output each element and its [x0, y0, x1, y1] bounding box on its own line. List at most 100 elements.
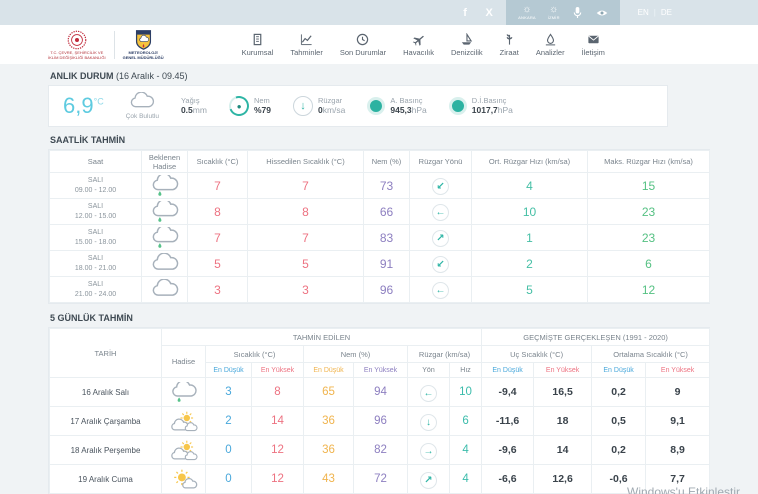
day-tmin: 3: [205, 377, 252, 407]
day-hmin: 43: [303, 464, 354, 494]
day-extreme-min: -9,6: [481, 435, 535, 465]
sea-pressure-label: D.İ.Basınç: [471, 96, 507, 105]
mini-yon: Yön: [407, 362, 450, 378]
nav-item-kurumsal[interactable]: Kurumsal: [241, 33, 274, 57]
city-widget-label: İZMİR: [547, 15, 560, 20]
day-tmax: 12: [251, 435, 304, 465]
facebook-icon[interactable]: f: [463, 6, 467, 19]
day-hmax: 96: [353, 406, 408, 436]
day-extreme-max: 12,6: [533, 464, 593, 494]
hour-wind-max: 12: [587, 276, 710, 303]
mini-en-yuksek: En Yüksek: [645, 362, 711, 378]
logo-group: T.C. ÇEVRE, ŞEHİRCİLİK VE İKLİM DEĞİŞİKL…: [48, 30, 164, 60]
mini-en-dusuk: En Düşük: [303, 362, 354, 378]
sun-icon: ☼: [549, 4, 559, 15]
nav-item-havacilik[interactable]: Havacılık: [403, 33, 434, 57]
day-extreme-min: -6,6: [481, 464, 535, 494]
windows-activation-watermark: Windows'u Etkinleştir: [627, 485, 740, 494]
day-hmin: 65: [303, 377, 354, 407]
partly-cloudy-icon: [170, 440, 198, 461]
mgm-logo[interactable]: METEOROLOJİ GENEL MÜDÜRLÜĞÜ: [123, 30, 164, 60]
day-date: 18 Aralık Perşembe: [49, 435, 162, 465]
hour-feels: 7: [247, 224, 364, 251]
sea-pressure-unit: hPa: [497, 105, 513, 116]
language-switcher: EN | DE: [638, 8, 672, 17]
current-title-text: ANLIK DURUM: [50, 71, 114, 81]
nav-item-son-durumlar[interactable]: Son Durumlar: [340, 33, 386, 57]
hour-humidity: 73: [363, 172, 410, 199]
day-wspd: 4: [448, 464, 483, 494]
col-beklenen-hadise: Beklenen Hadise: [141, 150, 188, 173]
wind-direction-arrow-icon: ↗: [432, 230, 449, 247]
day-avg-min: 0,5: [591, 406, 647, 436]
metric-precipitation: Yağış 0.5mm: [181, 96, 207, 116]
nav-item-tahminler[interactable]: Tahminler: [290, 33, 323, 57]
topbar-tools-block: ☼ ANKARA ☼ İZMİR: [506, 0, 620, 25]
lang-de-button[interactable]: DE: [660, 8, 672, 17]
cloudy-drizzle-icon: [150, 175, 180, 197]
col-sicaklik: Sıcaklık (°C): [187, 150, 248, 173]
day-wspd: 6: [448, 406, 483, 436]
hour-range: 15.00 - 18.00: [74, 238, 117, 246]
clock-icon: [356, 33, 369, 46]
cloudy-drizzle-icon: [150, 201, 180, 223]
col-ort-ruzgar: Ort. Rüzgar Hızı (km/sa): [471, 150, 588, 173]
sub-sicaklik: Sıcaklık (°C): [205, 345, 304, 363]
nav-item-analizler[interactable]: Analizler: [536, 33, 565, 57]
lang-en-button[interactable]: EN: [637, 8, 649, 17]
pressure-dot-icon: [367, 97, 386, 115]
wheat-icon: [503, 33, 516, 46]
x-twitter-icon[interactable]: X: [485, 6, 493, 19]
day-avg-max: 8,9: [645, 435, 711, 465]
nav-label: Kurumsal: [241, 47, 274, 57]
sub-ortalama-sicaklik: Ortalama Sıcaklık (°C): [591, 345, 711, 363]
mini-en-yuksek: En Yüksek: [353, 362, 408, 378]
lang-separator: |: [653, 8, 656, 17]
wind-direction-arrow-icon: →: [420, 442, 437, 460]
metric-wind: ↓ Rüzgar 0km/sa: [292, 96, 346, 116]
wind-unit: km/sa: [322, 105, 346, 116]
day-avg-min: -0,6: [591, 464, 647, 494]
ministry-caption-line2: İKLİM DEĞİŞİKLİĞİ BAKANLIĞI: [48, 54, 106, 60]
hour-wind-avg: 1: [471, 224, 588, 251]
ministry-logo[interactable]: T.C. ÇEVRE, ŞEHİRCİLİK VE İKLİM DEĞİŞİKL…: [48, 30, 106, 60]
metric-humidity: ● Nem %79: [225, 92, 271, 120]
daily-mini-header-row: En Düşük En Yüksek En Düşük En Yüksek Yö…: [50, 362, 711, 378]
hour-day: SALI: [87, 280, 104, 288]
day-extreme-max: 16,5: [533, 377, 593, 407]
nav-label: İletişim: [581, 47, 605, 57]
nav-label: Analizler: [535, 47, 565, 57]
hour-temp: 7: [187, 224, 248, 251]
day-hmin: 36: [303, 406, 354, 436]
precipitation-value: 0.5: [180, 105, 193, 116]
table-row: SALI 21.00 - 24.00 3 3 96 ← 5 12: [49, 276, 710, 303]
day-date: 19 Aralık Cuma: [49, 464, 162, 494]
col-nem: Nem (%): [363, 150, 410, 173]
pressure-value: 945,3: [390, 105, 412, 116]
col-tarih: TARİH: [49, 328, 162, 378]
microphone-icon[interactable]: [572, 6, 584, 20]
col-hadise: Hadise: [161, 345, 206, 378]
table-row: SALI 09.00 - 12.00 7 7 73 ↙ 4 15: [49, 172, 710, 199]
sub-uc-sicaklik: Uç Sıcaklık (°C): [481, 345, 593, 363]
hour-range: 21.00 - 24.00: [74, 290, 117, 298]
col-ruzgar-yonu: Rüzgar Yönü: [409, 150, 472, 173]
condition-label: Çok Bulutlu: [125, 113, 159, 120]
accessibility-eye-icon[interactable]: [596, 6, 608, 20]
mgm-shield-icon: [135, 30, 152, 50]
day-avg-min: 0,2: [591, 377, 647, 407]
nav-item-ziraat[interactable]: Ziraat: [500, 33, 519, 57]
current-condition: Çok Bulutlu: [126, 92, 159, 120]
nav-item-iletisim[interactable]: İletişim: [582, 33, 605, 57]
table-row: 19 Aralık Cuma 0 12 43 72 ↗ 4 -6,6 12,6 …: [49, 464, 711, 494]
nav-item-denizcilik[interactable]: Denizcilik: [451, 33, 483, 57]
hour-wind-max: 23: [587, 198, 710, 225]
current-section-title: ANLIK DURUM (16 Aralık - 09.45): [50, 71, 710, 81]
sub-nem: Nem (%): [303, 345, 408, 363]
hour-wind-max: 15: [587, 172, 710, 199]
city-weather-widget-izmir[interactable]: ☼ İZMİR: [548, 5, 560, 20]
partly-cloudy-icon: [170, 411, 198, 432]
hour-wind-avg: 4: [471, 172, 588, 199]
day-avg-max: 9,1: [645, 406, 711, 436]
city-weather-widget-ankara[interactable]: ☼ ANKARA: [518, 5, 536, 20]
